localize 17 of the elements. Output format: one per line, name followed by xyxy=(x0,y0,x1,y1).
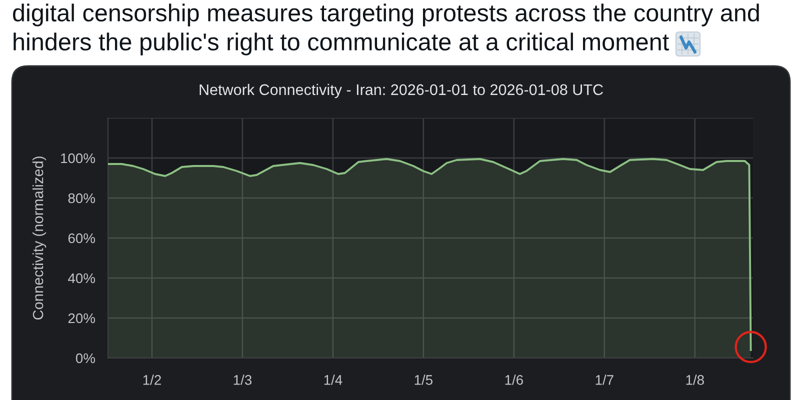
y-tick-label: 40% xyxy=(68,273,96,284)
y-axis-title: Connectivity (normalized) xyxy=(32,156,46,320)
text: hinders the public's right to communicate at a critical moment xyxy=(14,32,669,56)
y-tick-label: 60% xyxy=(68,233,96,244)
x-tick-label: 1/5 xyxy=(414,374,433,385)
y-tick-label: 0% xyxy=(76,353,96,364)
x-tick-label: 1/4 xyxy=(324,374,342,385)
x-tick-label: 1/8 xyxy=(686,374,704,385)
y-tick-label: 80% xyxy=(68,193,96,204)
x-tick-label: 1/3 xyxy=(234,374,252,385)
chart-title: Network Connectivity - Iran: 2026-01-01 to 2026-01-08 UTC xyxy=(200,84,603,98)
x-tick-label: 1/7 xyxy=(596,374,614,385)
x-tick-label: 1/2 xyxy=(143,374,161,385)
text: digital censorship measures targeting protests across the country and xyxy=(13,4,759,26)
y-tick-label: 100% xyxy=(61,153,96,164)
x-tick-label: 1/6 xyxy=(505,374,523,385)
y-tick-label: 20% xyxy=(68,313,96,324)
